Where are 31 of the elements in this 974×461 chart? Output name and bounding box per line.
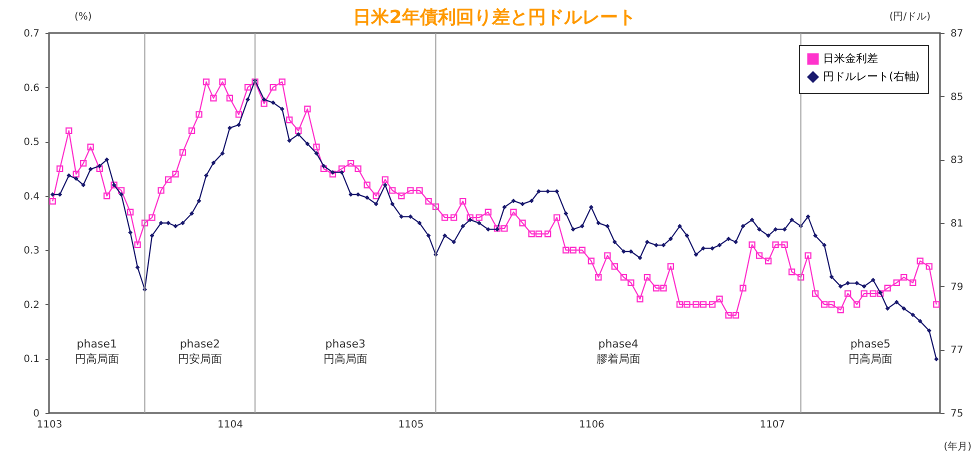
y2-tick-label: 77	[950, 345, 964, 356]
annotation: phase5 円高局面	[848, 338, 892, 366]
y2-tick-label: 79	[950, 282, 964, 293]
y-tick-label: 0	[33, 408, 40, 420]
y-tick-label: 0.3	[24, 246, 40, 257]
y-tick-label: 0.4	[24, 191, 40, 202]
y-tick-label: 0.2	[24, 300, 40, 311]
annotation: phase1 円高局面	[74, 338, 119, 366]
x-tick-label: 1104	[218, 420, 243, 430]
y-tick-label: 0.6	[24, 82, 40, 94]
x-tick-label: 1107	[760, 420, 786, 430]
legend-label: 円ドルレート(右軸)	[823, 70, 920, 83]
x-tick-label: 1103	[36, 420, 62, 430]
y2-tick-label: 81	[950, 218, 964, 230]
x-tick-label: 1106	[578, 420, 604, 430]
annotation: phase3 円高局面	[323, 338, 368, 366]
y2-tick-label: 83	[950, 155, 964, 166]
x-axis-title: (年月)	[944, 440, 972, 452]
y2-tick-label: 85	[950, 92, 964, 103]
y-tick-label: 0.5	[24, 137, 40, 148]
y2-axis-title: (円/ドル)	[889, 12, 931, 22]
x-tick-label: 1105	[398, 420, 424, 430]
y2-tick-label: 75	[950, 408, 964, 420]
legend-label: 日米金利差	[823, 52, 878, 65]
annotation: phase2 円安局面	[178, 338, 222, 366]
y-tick-label: 0.1	[24, 354, 40, 366]
annotation: phase4 膠着局面	[596, 338, 640, 366]
chart-title: 日米2年債利回り差と円ドルレート	[353, 7, 636, 28]
y2-tick-label: 87	[950, 28, 964, 40]
y-tick-label: 0.7	[24, 28, 40, 40]
y-axis-title: (%)	[74, 12, 92, 22]
